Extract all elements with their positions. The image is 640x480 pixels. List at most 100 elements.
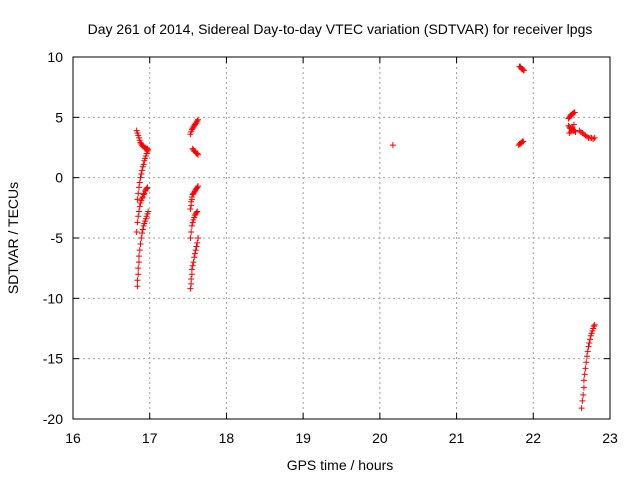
data-point-marker xyxy=(195,235,202,241)
data-point-marker xyxy=(578,405,585,412)
y-tick-label: 10 xyxy=(47,49,63,65)
data-point-marker xyxy=(188,276,195,283)
data-point-marker xyxy=(144,184,151,191)
x-axis-title: GPS time / hours xyxy=(287,457,394,473)
data-point-marker xyxy=(189,262,196,269)
data-point-marker xyxy=(133,228,140,235)
data-point-marker xyxy=(590,136,597,143)
data-point-marker xyxy=(585,343,592,350)
data-point-marker xyxy=(191,254,198,261)
data-point-marker xyxy=(586,339,593,346)
data-point-marker xyxy=(583,359,590,366)
data-point-marker xyxy=(188,266,195,273)
y-tick-labels: -20 -15 -10 -5 0 5 10 xyxy=(43,49,63,427)
data-point-marker xyxy=(570,121,577,128)
data-point-marker xyxy=(144,148,151,155)
x-tick-label: 19 xyxy=(295,430,311,446)
data-point-marker xyxy=(187,206,194,213)
data-point-marker xyxy=(195,116,202,123)
y-tick-label: 0 xyxy=(55,170,63,186)
data-point-marker xyxy=(194,239,201,246)
data-point-marker xyxy=(389,142,396,149)
axis-ticks xyxy=(72,56,611,420)
y-tick-label: -10 xyxy=(43,290,63,306)
data-point-marker xyxy=(191,250,198,257)
data-point-marker xyxy=(134,277,141,284)
data-point-marker xyxy=(145,208,152,215)
data-point-marker xyxy=(590,323,597,330)
y-axis-title: SDTVAR / TECUs xyxy=(5,182,21,294)
data-point-marker xyxy=(584,348,591,355)
data-point-marker xyxy=(194,208,201,215)
data-point-marker xyxy=(581,371,588,378)
data-point-marker xyxy=(136,203,143,210)
data-point-marker xyxy=(194,150,201,157)
data-point-marker xyxy=(580,384,587,391)
x-tick-label: 18 xyxy=(219,430,235,446)
data-point-marker xyxy=(136,247,143,254)
x-tick-label: 22 xyxy=(525,430,541,446)
x-tick-label: 16 xyxy=(65,430,81,446)
data-point-marker xyxy=(187,235,194,241)
data-point-marker xyxy=(188,228,195,235)
x-tick-label: 17 xyxy=(142,430,158,446)
data-point-marker xyxy=(135,271,142,278)
data-point-marker xyxy=(188,222,195,229)
data-point-marker xyxy=(582,365,589,372)
data-point-marker xyxy=(135,265,142,272)
data-point-marker xyxy=(137,174,144,181)
grid-lines xyxy=(73,57,610,419)
chart-title: Day 261 of 2014, Sidereal Day-to-day VTE… xyxy=(88,21,593,37)
y-tick-label: 5 xyxy=(55,109,63,125)
data-point-marker xyxy=(134,283,141,290)
data-point-marker xyxy=(521,67,528,74)
data-point-marker xyxy=(135,259,142,266)
y-tick-label: -15 xyxy=(43,351,63,367)
data-point-marker xyxy=(139,195,146,202)
data-point-marker xyxy=(591,321,598,328)
x-tick-labels: 16 17 18 19 20 21 22 23 xyxy=(65,430,618,446)
data-point-marker xyxy=(195,183,202,190)
data-point-marker xyxy=(567,128,574,135)
data-point-marker xyxy=(135,184,142,191)
data-point-marker xyxy=(583,353,590,360)
data-point-marker xyxy=(194,117,201,124)
data-point-marker xyxy=(587,336,594,343)
data-point-marker xyxy=(138,235,145,241)
data-point-marker xyxy=(134,196,141,203)
x-tick-label: 23 xyxy=(602,430,618,446)
y-tick-label: -5 xyxy=(51,230,64,246)
data-point-marker xyxy=(140,191,147,198)
data-point-marker xyxy=(571,109,578,116)
data-point-marker xyxy=(139,230,146,237)
x-tick-label: 21 xyxy=(449,430,465,446)
data-point-marker xyxy=(193,243,200,250)
data-point-marker xyxy=(187,285,194,292)
data-point-marker xyxy=(190,259,197,266)
data-point-marker xyxy=(140,161,147,168)
data-point-marker xyxy=(136,179,143,186)
x-tick-label: 20 xyxy=(372,430,388,446)
data-point-marker xyxy=(137,241,144,248)
data-point-marker xyxy=(195,151,202,158)
data-point-marker xyxy=(138,171,145,178)
data-point-marker xyxy=(135,213,142,220)
data-point-marker xyxy=(591,134,598,141)
data-point-marker xyxy=(134,219,141,226)
data-point-marker xyxy=(139,167,146,174)
data-point-marker xyxy=(193,209,200,216)
data-point-marker xyxy=(580,391,587,398)
data-points xyxy=(133,63,598,412)
data-point-marker xyxy=(135,190,142,197)
data-point-marker xyxy=(135,253,142,260)
data-point-marker xyxy=(580,377,587,384)
data-point-marker xyxy=(579,397,586,404)
data-point-marker xyxy=(143,185,150,192)
data-point-marker xyxy=(139,226,146,233)
data-point-marker xyxy=(192,247,199,254)
data-point-marker xyxy=(520,138,527,145)
data-point-marker xyxy=(135,208,142,215)
data-point-marker xyxy=(194,184,201,191)
data-point-marker xyxy=(145,146,152,153)
